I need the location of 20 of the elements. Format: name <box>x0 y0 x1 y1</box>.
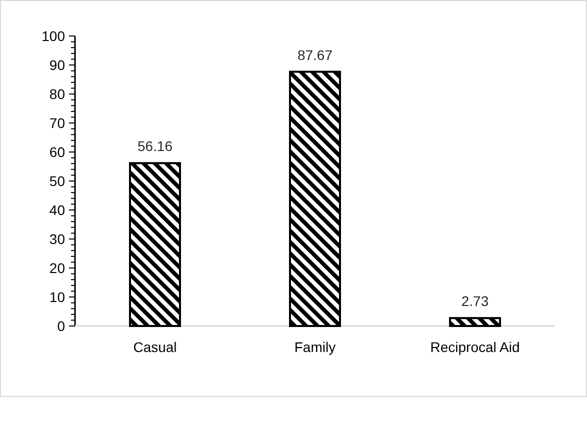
y-tick-label: 70 <box>49 114 66 131</box>
y-tick-label: 100 <box>42 28 66 44</box>
y-tick-label: 90 <box>49 56 66 73</box>
y-tick-label: 80 <box>49 86 66 102</box>
y-tick-label: 30 <box>49 230 66 247</box>
x-tick-label: Reciprocal Aid <box>430 339 520 355</box>
x-tick-label: Casual <box>133 339 177 355</box>
y-tick-label: 60 <box>49 144 66 160</box>
x-tick-label: Family <box>294 339 336 355</box>
y-tick-label: 50 <box>49 172 66 189</box>
bar <box>129 162 181 327</box>
y-tick-label: 20 <box>49 260 66 276</box>
data-label: 2.73 <box>461 293 489 310</box>
y-tick-label: 40 <box>49 202 66 218</box>
y-tick-label: 0 <box>57 318 66 334</box>
bar <box>289 70 341 327</box>
data-label: 87.67 <box>297 46 333 63</box>
bar <box>449 317 501 327</box>
data-label: 56.16 <box>137 138 173 154</box>
y-tick-label: 10 <box>49 288 66 305</box>
